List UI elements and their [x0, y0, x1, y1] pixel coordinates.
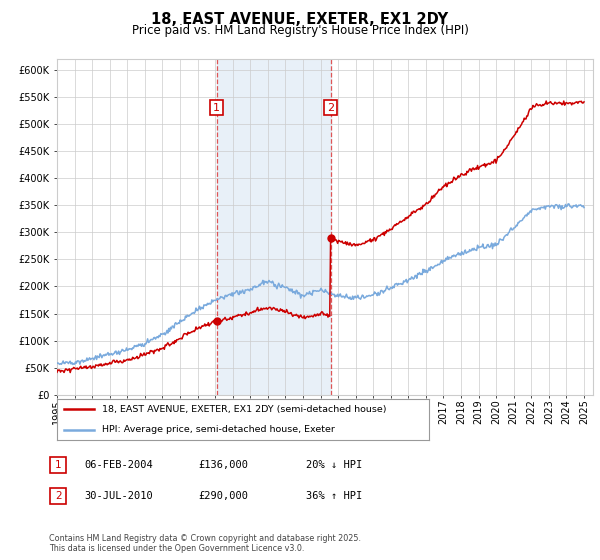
Text: 06-FEB-2004: 06-FEB-2004	[84, 460, 153, 470]
Text: 20% ↓ HPI: 20% ↓ HPI	[306, 460, 362, 470]
Bar	[217, 59, 331, 395]
Text: 18, EAST AVENUE, EXETER, EX1 2DY (semi-detached house): 18, EAST AVENUE, EXETER, EX1 2DY (semi-d…	[101, 405, 386, 414]
Text: £136,000: £136,000	[198, 460, 248, 470]
Text: 2: 2	[55, 491, 62, 501]
FancyBboxPatch shape	[50, 457, 67, 473]
Text: HPI: Average price, semi-detached house, Exeter: HPI: Average price, semi-detached house,…	[101, 425, 335, 434]
Text: 36% ↑ HPI: 36% ↑ HPI	[306, 491, 362, 501]
Text: Price paid vs. HM Land Registry's House Price Index (HPI): Price paid vs. HM Land Registry's House …	[131, 24, 469, 36]
Text: 1: 1	[213, 102, 220, 113]
Text: 1: 1	[55, 460, 62, 470]
Text: 18, EAST AVENUE, EXETER, EX1 2DY: 18, EAST AVENUE, EXETER, EX1 2DY	[151, 12, 449, 27]
Text: Contains HM Land Registry data © Crown copyright and database right 2025.
This d: Contains HM Land Registry data © Crown c…	[49, 534, 361, 553]
Text: 30-JUL-2010: 30-JUL-2010	[84, 491, 153, 501]
Text: £290,000: £290,000	[198, 491, 248, 501]
FancyBboxPatch shape	[50, 488, 67, 503]
Text: 2: 2	[327, 102, 334, 113]
